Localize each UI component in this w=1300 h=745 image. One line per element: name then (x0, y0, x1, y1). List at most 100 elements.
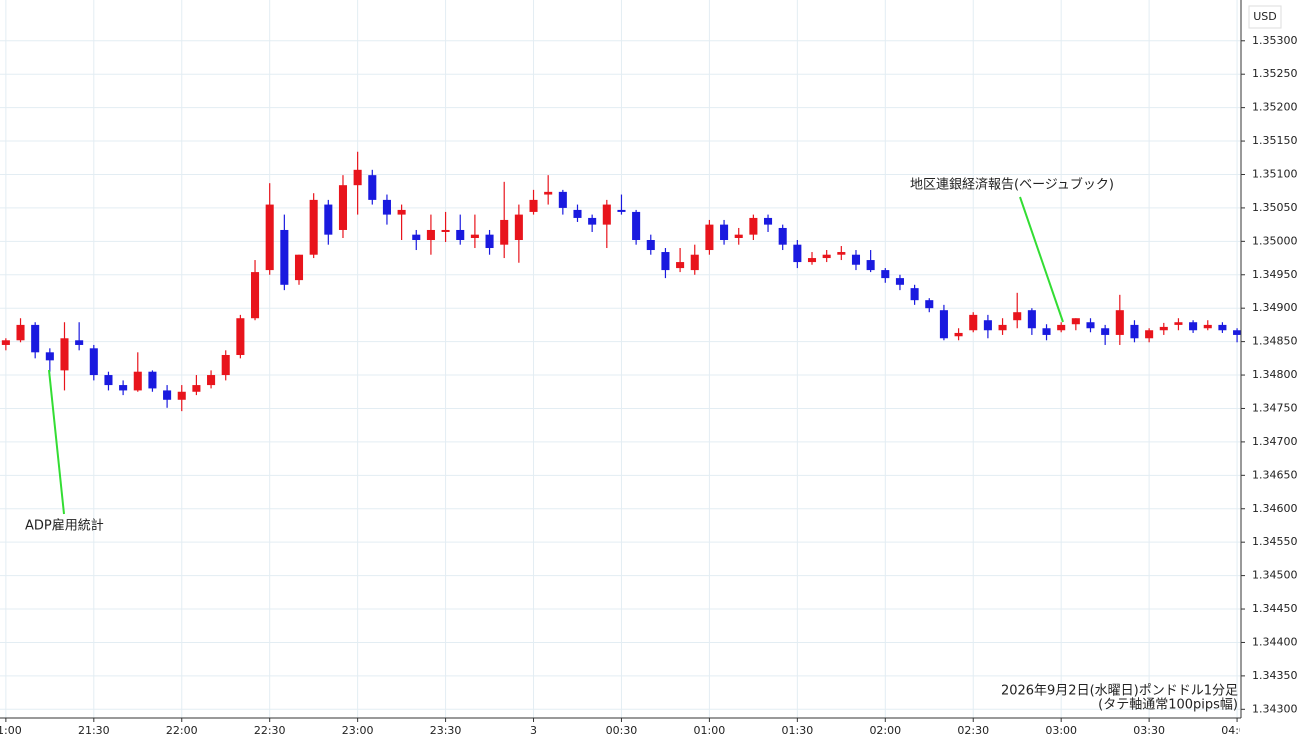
chart-note: (タテ軸通常100pips幅) (1098, 698, 1238, 713)
candle-body (807, 258, 817, 263)
candle-body (104, 375, 113, 386)
x-tick-label: 21:00 (0, 724, 22, 737)
candle-body (969, 314, 978, 331)
x-tick-label: 22:30 (254, 724, 286, 737)
candle-body (500, 219, 509, 245)
candle-body (998, 324, 1007, 331)
candle-body (676, 262, 685, 269)
candle-body (1130, 324, 1139, 339)
annotation-pointer (48, 369, 65, 515)
y-tick-label: 1.34500 (1252, 569, 1298, 582)
candle-body (1145, 330, 1154, 339)
candle-body (822, 254, 831, 259)
candle-body (265, 204, 274, 271)
candle-body (251, 272, 260, 319)
candle-body (646, 240, 655, 251)
y-tick-label: 1.34550 (1252, 535, 1298, 548)
candle-body (1101, 328, 1110, 335)
y-tick-label: 1.34700 (1252, 435, 1298, 448)
candle-body (368, 175, 377, 200)
candle-body (60, 338, 69, 371)
y-tick-label: 1.34300 (1252, 702, 1298, 715)
candle-body (1218, 324, 1227, 331)
y-tick-label: 1.35050 (1252, 201, 1298, 214)
candle-body (163, 390, 172, 400)
candle-body (851, 254, 861, 265)
y-tick-label: 1.34750 (1252, 401, 1298, 414)
candle-body (764, 217, 773, 225)
candle-body (1086, 322, 1095, 329)
currency-label: USD (1253, 10, 1277, 23)
candle-body (485, 234, 494, 249)
candle-body (280, 229, 289, 285)
candle-body (529, 199, 538, 212)
candle-body (119, 385, 128, 391)
candle-body (412, 234, 421, 241)
x-tick-label: 01:00 (694, 724, 726, 737)
x-tick-label: 03:00 (1045, 724, 1077, 737)
x-tick-label: 00:30 (606, 724, 638, 737)
candle-body (1233, 330, 1242, 335)
candle-body (31, 324, 40, 353)
candle-body (983, 320, 992, 331)
candle-body (954, 332, 963, 337)
candle-body (16, 324, 25, 341)
candle-body (514, 214, 523, 241)
candle-body (793, 244, 802, 263)
candle-body (89, 348, 98, 376)
x-tick-label: 22:00 (166, 724, 198, 737)
y-tick-label: 1.34350 (1252, 669, 1298, 682)
x-tick-label: 04:00 (1221, 724, 1253, 737)
candle-body (397, 209, 406, 215)
candle-body (426, 229, 435, 241)
candle-body (456, 229, 465, 241)
candle-body (1027, 310, 1036, 329)
x-tick-label: 03:30 (1133, 724, 1165, 737)
y-tick-label: 1.35300 (1252, 34, 1298, 47)
annotation: 地区連銀経済報告(ベージュブック) (910, 177, 1114, 193)
candle-body (470, 234, 479, 238)
candle-body (690, 254, 699, 271)
candle-body (1057, 324, 1066, 331)
candle-body (632, 211, 641, 241)
candle-body (324, 204, 333, 235)
x-tick-label: 02:30 (957, 724, 989, 737)
x-tick-label: 3 (530, 724, 537, 737)
candle-body (1159, 326, 1168, 331)
chart-note: 2026年9月2日(水曜日)ポンドドル1分足 (1001, 684, 1238, 699)
candle-body (588, 217, 597, 225)
candle-body (1013, 312, 1022, 321)
x-tick-label: 01:30 (782, 724, 814, 737)
candle-body (1, 340, 10, 345)
candle-body (45, 352, 54, 361)
y-tick-label: 1.34650 (1252, 468, 1298, 481)
candle-body (749, 217, 758, 235)
candle-body (734, 234, 743, 238)
annotation-pointer (1019, 196, 1064, 323)
annotation: ADP雇用統計 (25, 518, 104, 534)
candle-body (939, 310, 948, 339)
x-tick-label: 02:00 (869, 724, 901, 737)
candle-body (148, 371, 157, 389)
candle-body (192, 385, 201, 392)
y-tick-label: 1.35150 (1252, 134, 1298, 147)
candle-body (1174, 322, 1183, 325)
candle-body (133, 371, 142, 391)
candle-body (382, 199, 391, 215)
candle-body (177, 391, 186, 400)
candle-body (573, 209, 582, 218)
candle-body (910, 288, 919, 301)
x-tick-label: 21:30 (78, 724, 110, 737)
candle-body (1115, 310, 1124, 335)
candle-body (1203, 324, 1212, 329)
candle-body (1189, 322, 1198, 331)
y-tick-label: 1.34950 (1252, 268, 1298, 281)
candle-body (925, 300, 934, 309)
y-tick-label: 1.35250 (1252, 67, 1298, 80)
y-tick-label: 1.34800 (1252, 368, 1298, 381)
candle-body (866, 260, 875, 271)
x-tick-label: 23:00 (342, 724, 374, 737)
y-tick-label: 1.35100 (1252, 167, 1298, 180)
candle-body (309, 199, 318, 255)
